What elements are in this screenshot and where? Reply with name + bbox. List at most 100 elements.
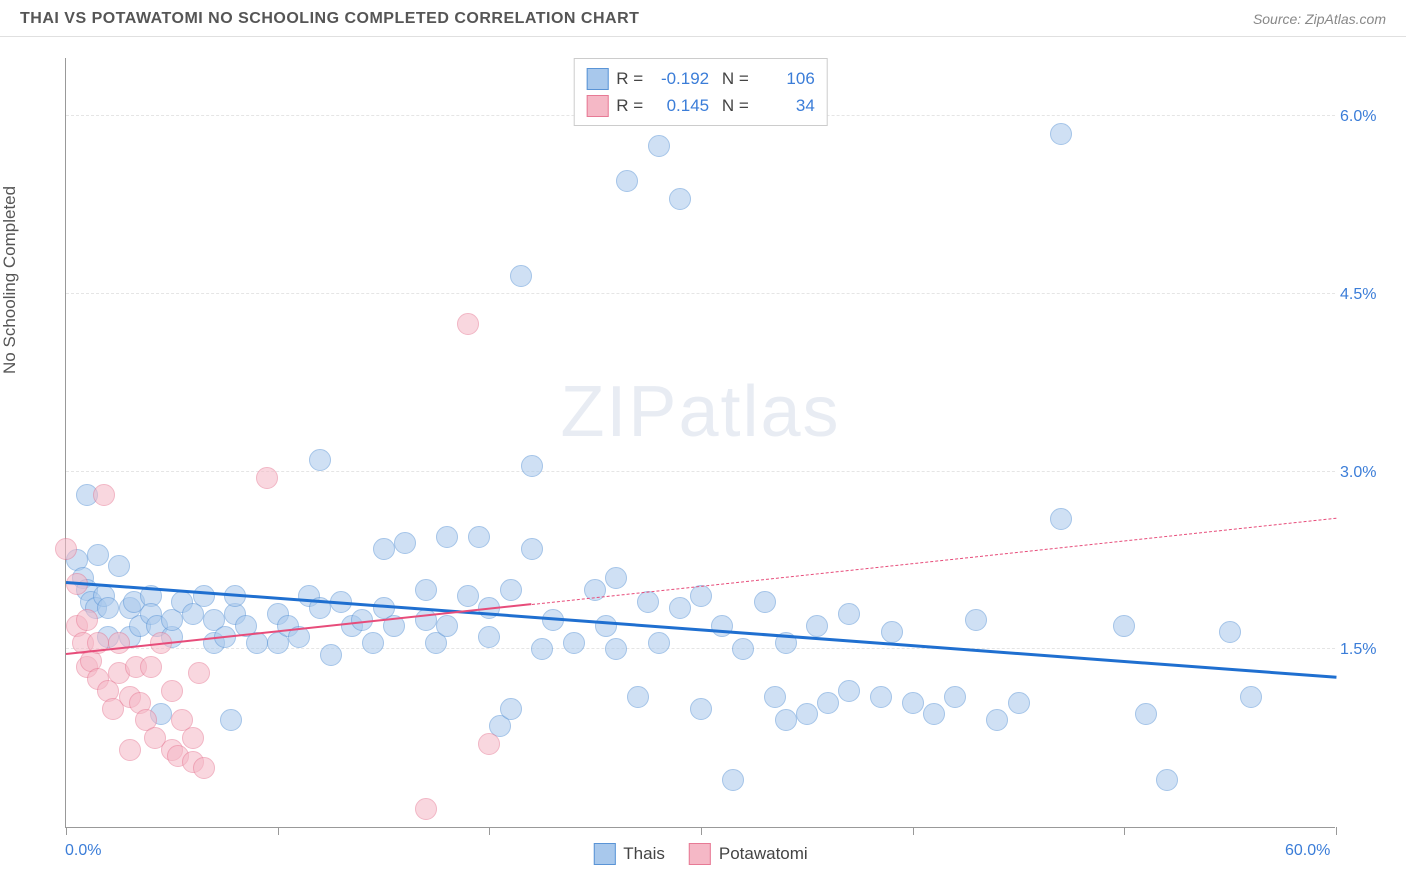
data-point (648, 135, 670, 157)
data-point (97, 597, 119, 619)
data-point (436, 615, 458, 637)
data-point (468, 526, 490, 548)
data-point (500, 579, 522, 601)
data-point (76, 609, 98, 631)
data-point (140, 656, 162, 678)
data-point (1008, 692, 1030, 714)
legend-item-thais: Thais (593, 843, 665, 865)
data-point (415, 579, 437, 601)
data-point (394, 532, 416, 554)
data-point (669, 597, 691, 619)
data-point (838, 603, 860, 625)
data-point (256, 467, 278, 489)
data-point (838, 680, 860, 702)
x-axis-min-label: 0.0% (65, 842, 101, 860)
x-tick (489, 827, 490, 835)
data-point (605, 638, 627, 660)
x-tick (701, 827, 702, 835)
data-point (161, 680, 183, 702)
data-point (690, 585, 712, 607)
data-point (775, 709, 797, 731)
data-point (902, 692, 924, 714)
data-point (944, 686, 966, 708)
data-point (605, 567, 627, 589)
data-point (627, 686, 649, 708)
x-axis-max-label: 60.0% (1285, 842, 1330, 860)
data-point (531, 638, 553, 660)
data-point (188, 662, 210, 684)
data-point (108, 555, 130, 577)
data-point (1113, 615, 1135, 637)
data-point (478, 733, 500, 755)
x-tick (278, 827, 279, 835)
chart-header: THAI VS POTAWATOMI NO SCHOOLING COMPLETE… (0, 0, 1406, 37)
data-point (119, 739, 141, 761)
data-point (320, 644, 342, 666)
swatch-thais (586, 68, 608, 90)
data-point (373, 538, 395, 560)
data-point (500, 698, 522, 720)
data-point (246, 632, 268, 654)
data-point (220, 709, 242, 731)
data-point (722, 769, 744, 791)
data-point (616, 170, 638, 192)
correlation-legend: R = -0.192 N = 106 R = 0.145 N = 34 (573, 58, 828, 126)
data-point (648, 632, 670, 654)
legend-row-thais: R = -0.192 N = 106 (586, 65, 815, 92)
chart-title: THAI VS POTAWATOMI NO SCHOOLING COMPLETE… (20, 10, 639, 28)
data-point (521, 538, 543, 560)
data-point (754, 591, 776, 613)
swatch-potawatomi-bottom (689, 843, 711, 865)
data-point (193, 585, 215, 607)
data-point (986, 709, 1008, 731)
y-tick-label: 1.5% (1340, 641, 1390, 659)
data-point (510, 265, 532, 287)
data-point (796, 703, 818, 725)
y-tick-label: 4.5% (1340, 286, 1390, 304)
data-point (55, 538, 77, 560)
data-point (182, 727, 204, 749)
chart-source: Source: ZipAtlas.com (1253, 11, 1386, 27)
legend-item-potawatomi: Potawatomi (689, 843, 808, 865)
data-point (690, 698, 712, 720)
gridline (66, 293, 1335, 294)
data-point (1240, 686, 1262, 708)
data-point (309, 449, 331, 471)
data-point (817, 692, 839, 714)
x-tick (1336, 827, 1337, 835)
data-point (1219, 621, 1241, 643)
data-point (563, 632, 585, 654)
plot-area: ZIPatlas R = -0.192 N = 106 R = 0.145 N … (65, 58, 1335, 828)
data-point (1156, 769, 1178, 791)
data-point (415, 798, 437, 820)
data-point (193, 757, 215, 779)
data-point (108, 632, 130, 654)
data-point (93, 484, 115, 506)
data-point (521, 455, 543, 477)
swatch-potawatomi (586, 95, 608, 117)
data-point (881, 621, 903, 643)
data-point (806, 615, 828, 637)
data-point (87, 544, 109, 566)
data-point (637, 591, 659, 613)
y-tick-label: 6.0% (1340, 108, 1390, 126)
data-point (1050, 123, 1072, 145)
series-legend: Thais Potawatomi (593, 843, 807, 865)
watermark: ZIPatlas (560, 371, 840, 453)
data-point (595, 615, 617, 637)
legend-row-potawatomi: R = 0.145 N = 34 (586, 92, 815, 119)
data-point (362, 632, 384, 654)
x-tick (913, 827, 914, 835)
data-point (669, 188, 691, 210)
data-point (1050, 508, 1072, 530)
data-point (415, 609, 437, 631)
swatch-thais-bottom (593, 843, 615, 865)
x-tick (66, 827, 67, 835)
data-point (764, 686, 786, 708)
data-point (436, 526, 458, 548)
chart-container: No Schooling Completed ZIPatlas R = -0.1… (20, 48, 1386, 868)
data-point (870, 686, 892, 708)
data-point (478, 626, 500, 648)
y-axis-title: No Schooling Completed (0, 186, 20, 374)
data-point (457, 585, 479, 607)
